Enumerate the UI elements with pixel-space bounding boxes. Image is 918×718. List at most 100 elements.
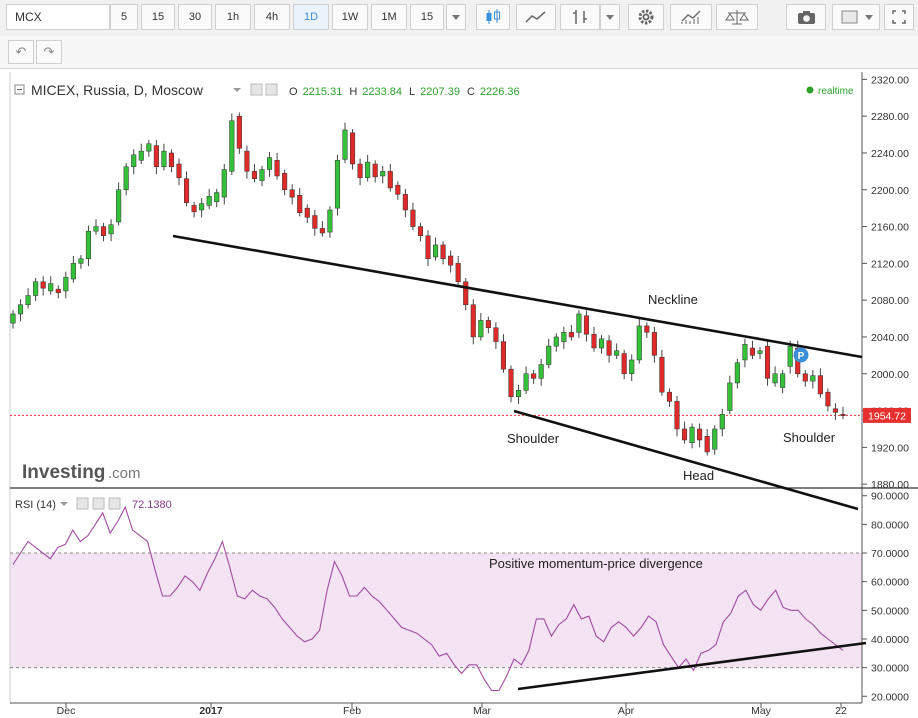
candle — [10, 310, 16, 329]
candle — [493, 322, 499, 349]
chevron-down-icon — [452, 15, 460, 20]
interval-dropdown-button[interactable] — [446, 4, 466, 30]
rsi-support-line[interactable] — [517, 641, 867, 691]
candle — [402, 188, 408, 218]
candle — [183, 171, 190, 207]
price-axis[interactable]: 2320.00 2280.00 2240.00 2200.00 2160.00 2120.… — [862, 74, 909, 491]
candle — [832, 403, 839, 420]
interval-custom-button[interactable]: 15 — [410, 4, 444, 30]
candle — [168, 149, 175, 173]
settings-small-icon[interactable] — [265, 83, 278, 96]
settings-button[interactable] — [628, 4, 664, 30]
neckline[interactable] — [172, 234, 863, 359]
top-toolbar: MCX 5 15 30 1h 4h 1D 1W 1M 15 — [0, 0, 918, 37]
snapshot-button[interactable] — [786, 4, 826, 30]
eye-icon[interactable] — [76, 497, 89, 510]
time-tick-label: May — [751, 705, 772, 717]
undo-button[interactable]: ↶ — [8, 40, 34, 64]
candle — [659, 349, 665, 396]
interval-15m-button[interactable]: 15 — [141, 4, 175, 30]
price-tick-label: 2000.00 — [871, 369, 909, 381]
time-tick-label: Mar — [473, 705, 492, 717]
realtime-label: realtime — [818, 86, 854, 97]
candle — [485, 316, 491, 334]
indicators-button[interactable] — [670, 4, 712, 30]
candle — [93, 219, 99, 235]
candle — [85, 225, 92, 267]
interval-5m-button[interactable]: 5 — [110, 4, 138, 30]
candle — [531, 370, 537, 384]
interval-30m-button[interactable]: 30 — [178, 4, 212, 30]
candle — [666, 388, 673, 407]
candle — [689, 423, 695, 449]
interval-4h-button[interactable]: 4h — [254, 4, 290, 30]
compare-icon — [725, 10, 749, 25]
candle — [644, 322, 650, 338]
symbol-input[interactable]: MCX — [6, 4, 110, 30]
interval-1m-button[interactable]: 1M — [371, 4, 407, 30]
chart-area[interactable]: 2320.00 2280.00 2240.00 2200.00 2160.00 2120.… — [0, 68, 918, 718]
eye-icon[interactable] — [250, 83, 263, 96]
realtime-dot-icon — [806, 86, 814, 94]
candle — [817, 368, 823, 398]
rsi-tick-label: 70.0000 — [871, 548, 909, 560]
rsi-axis[interactable]: 90.0000 80.0000 70.0000 60.0000 50.0000 40.00… — [862, 491, 909, 704]
candle — [131, 149, 137, 175]
settings-small-icon[interactable] — [92, 497, 105, 510]
candle — [840, 406, 846, 420]
chevron-down-icon[interactable] — [60, 502, 68, 506]
position-marker[interactable]: P — [793, 347, 809, 363]
interval-1d-button[interactable]: 1D — [293, 4, 329, 30]
candle — [191, 201, 197, 218]
candle — [33, 278, 39, 302]
interval-1w-button[interactable]: 1W — [332, 4, 368, 30]
candle — [455, 256, 461, 286]
bars-button[interactable] — [560, 4, 600, 30]
candle — [304, 204, 310, 223]
fullscreen-button[interactable] — [884, 4, 914, 30]
lower-trendline[interactable] — [513, 409, 859, 511]
rsi-layer — [10, 505, 862, 692]
price-tick-label: 2160.00 — [871, 222, 909, 234]
chart-title: MICEX, Russia, D, Moscow — [31, 82, 204, 98]
chevron-down-icon[interactable] — [233, 88, 241, 92]
redo-button[interactable]: ↷ — [36, 40, 62, 64]
candle — [342, 122, 348, 164]
bars-icon — [573, 10, 587, 24]
candle — [636, 318, 642, 364]
candle — [508, 365, 514, 403]
candle — [523, 366, 529, 394]
chart-type-dropdown[interactable] — [600, 4, 620, 30]
time-tick-label: Dec — [57, 705, 76, 717]
candle — [568, 325, 574, 341]
candle — [176, 158, 182, 186]
candle — [591, 326, 597, 352]
rsi-legend: RSI (14) 72.1380 — [15, 497, 172, 511]
candle — [764, 340, 771, 386]
candles-layer — [10, 112, 846, 456]
rsi-tick-label: 30.0000 — [871, 663, 909, 675]
chart-legend: MICEX, Russia, D, Moscow O 2215.31 H 2233.8… — [14, 82, 854, 98]
divergence-label: Positive momentum-price divergence — [489, 556, 703, 571]
close-icon[interactable] — [108, 497, 121, 510]
candle — [515, 384, 522, 405]
candle — [440, 241, 446, 265]
candle — [712, 425, 718, 455]
candle — [244, 145, 250, 179]
interval-1h-button[interactable]: 1h — [215, 4, 251, 30]
candle — [681, 421, 688, 444]
rsi-value: 72.1380 — [132, 499, 172, 511]
candles-button[interactable] — [476, 4, 510, 30]
compare-button[interactable] — [716, 4, 758, 30]
color-picker-button[interactable] — [832, 4, 880, 30]
rsi-line — [12, 505, 844, 692]
candle — [410, 202, 416, 231]
price-tick-label: 2040.00 — [871, 332, 909, 344]
rsi-tick-label: 90.0000 — [871, 491, 909, 503]
candle — [380, 165, 386, 184]
candle — [138, 143, 144, 164]
line-chart-button[interactable] — [516, 4, 556, 30]
rsi-band — [10, 553, 862, 668]
candle — [266, 152, 273, 177]
